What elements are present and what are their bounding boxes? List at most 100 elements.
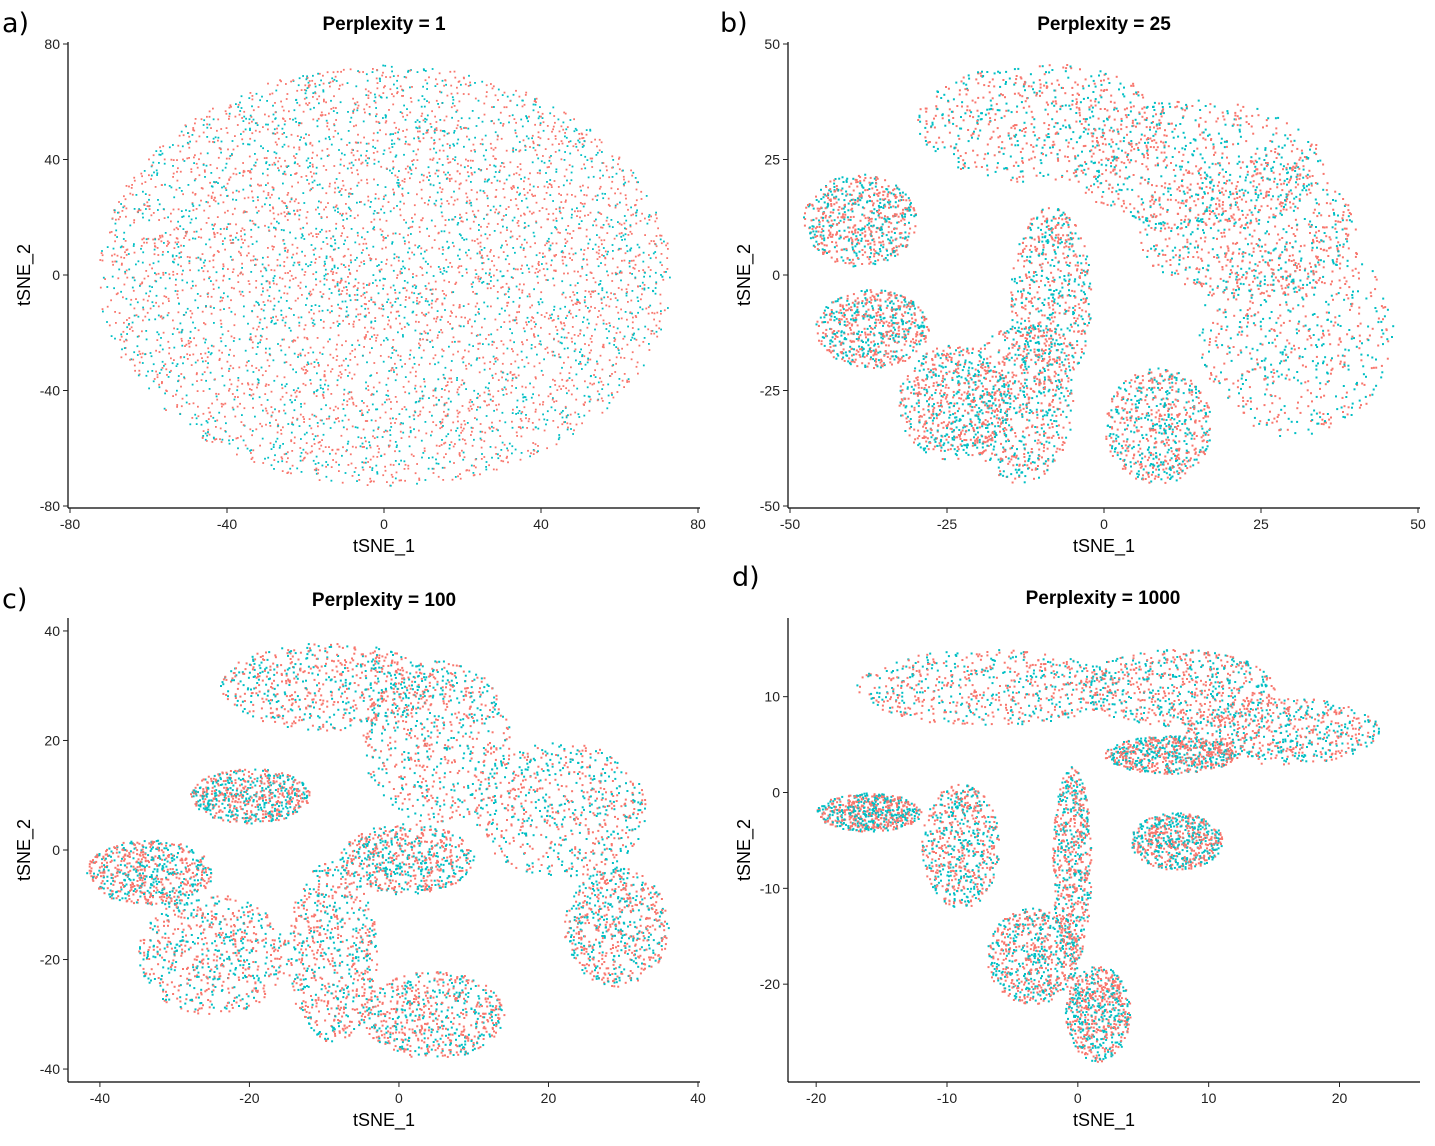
data-point [439, 150, 441, 152]
data-point [361, 400, 363, 402]
data-point [445, 84, 447, 86]
data-point [400, 460, 402, 462]
data-point [615, 273, 617, 275]
data-point [476, 273, 478, 275]
data-point [439, 445, 441, 447]
data-point [243, 306, 245, 308]
data-point [436, 121, 438, 123]
data-point [201, 379, 203, 381]
data-point [596, 146, 598, 148]
data-point [657, 227, 659, 229]
data-point [619, 378, 621, 380]
data-point [328, 418, 330, 420]
data-point [435, 388, 437, 390]
data-point [515, 122, 517, 124]
data-point [499, 180, 501, 182]
data-point [374, 334, 376, 336]
data-point [598, 393, 600, 395]
data-point [312, 145, 314, 147]
data-point [115, 322, 117, 324]
data-point [293, 155, 295, 157]
data-point [574, 196, 576, 198]
data-point [327, 389, 329, 391]
data-point [404, 460, 406, 462]
data-point [510, 392, 512, 394]
data-point [584, 156, 586, 158]
data-point [345, 203, 347, 205]
data-point [435, 281, 437, 283]
data-point [492, 155, 494, 157]
data-point [621, 348, 623, 350]
data-point [427, 301, 429, 303]
data-point [318, 310, 320, 312]
data-point [593, 277, 595, 279]
data-point [336, 355, 338, 357]
data-point [232, 192, 234, 194]
data-point [449, 448, 451, 450]
data-point [459, 258, 461, 260]
data-point [628, 234, 630, 236]
data-point [497, 390, 499, 392]
data-point [505, 379, 507, 381]
data-point [481, 447, 483, 449]
data-point [546, 242, 548, 244]
data-point [587, 187, 589, 189]
data-point [488, 404, 490, 406]
data-point [521, 351, 523, 353]
data-point [500, 271, 502, 273]
data-point [549, 315, 551, 317]
data-point [193, 337, 195, 339]
data-point [266, 410, 268, 412]
data-point [326, 256, 328, 258]
data-point [282, 183, 284, 185]
data-point [176, 390, 178, 392]
data-point [457, 170, 459, 172]
data-point [320, 419, 322, 421]
data-point [519, 283, 521, 285]
data-point [429, 148, 431, 150]
data-point [303, 111, 305, 113]
data-point [513, 185, 515, 187]
data-point [476, 293, 478, 295]
data-point [601, 388, 603, 390]
data-point [126, 333, 128, 335]
data-point [273, 298, 275, 300]
data-point [530, 320, 532, 322]
data-point [608, 306, 610, 308]
data-point [141, 282, 143, 284]
data-point [182, 329, 184, 331]
data-point [518, 367, 520, 369]
data-point [423, 175, 425, 177]
data-point [383, 308, 385, 310]
data-point [172, 274, 174, 276]
data-point [660, 294, 662, 296]
data-point [350, 391, 352, 393]
data-point [328, 154, 330, 156]
data-point [255, 280, 257, 282]
data-point [418, 293, 420, 295]
data-point [205, 433, 207, 435]
data-point [190, 310, 192, 312]
data-point [226, 228, 228, 230]
data-point [597, 152, 599, 154]
data-point [216, 130, 218, 132]
data-point [289, 201, 291, 203]
data-point [426, 272, 428, 274]
data-point [509, 115, 511, 117]
data-point [446, 435, 448, 437]
data-point [282, 240, 284, 242]
data-point [644, 284, 646, 286]
data-point [354, 102, 356, 104]
data-point [119, 339, 121, 341]
data-point [257, 199, 259, 201]
data-point [419, 345, 421, 347]
data-point [545, 279, 547, 281]
data-point [337, 187, 339, 189]
data-point [431, 293, 433, 295]
data-point [192, 129, 194, 131]
data-point [475, 467, 477, 469]
data-point [160, 277, 162, 279]
data-point [522, 343, 524, 345]
data-point [433, 158, 435, 160]
data-point [502, 94, 504, 96]
